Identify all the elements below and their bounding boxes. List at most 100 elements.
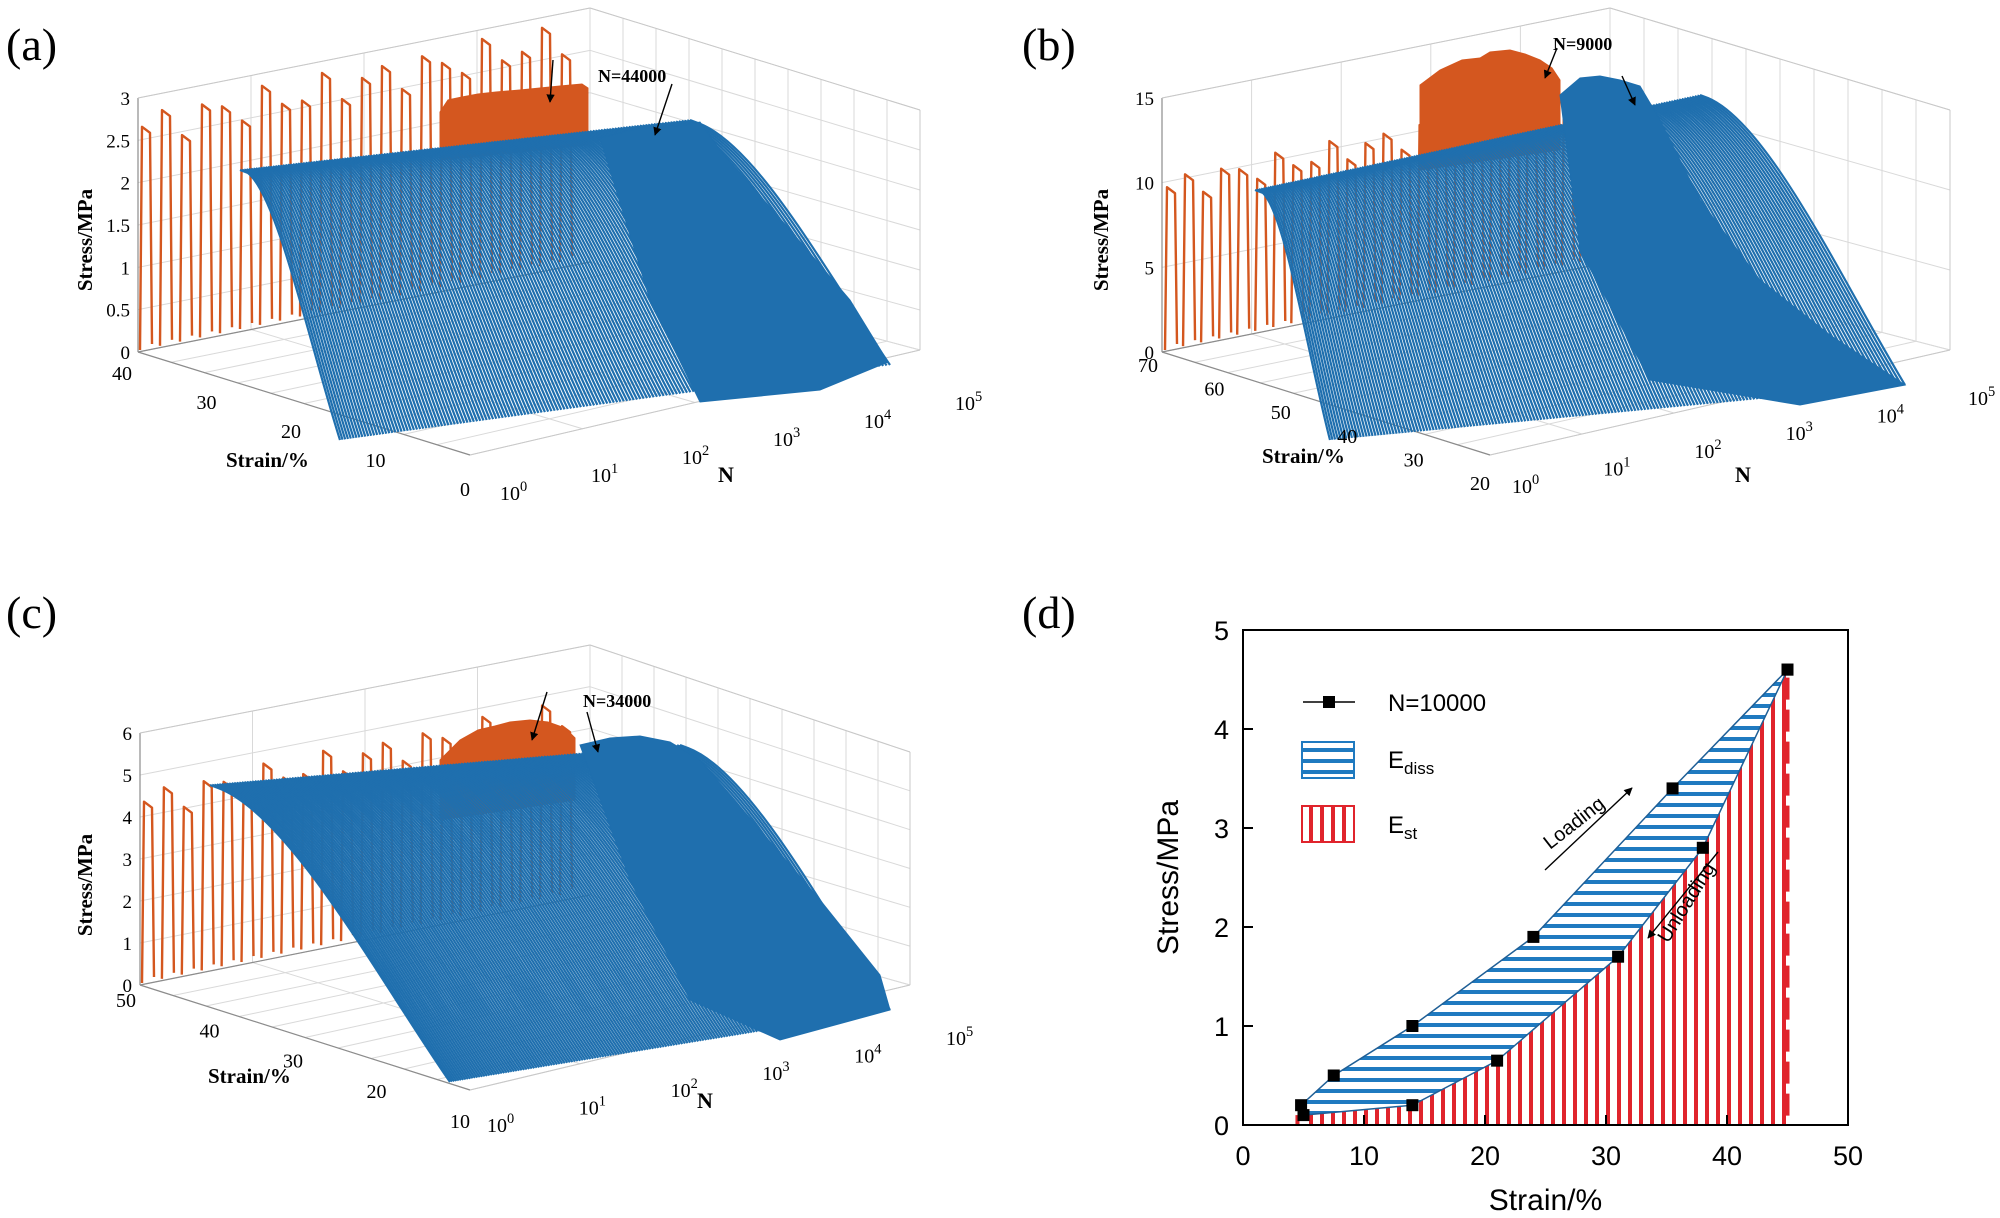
cycle-curve-blue bbox=[376, 769, 608, 1058]
x-tick-label: 103 bbox=[1786, 419, 1813, 445]
cycle-curve-blue bbox=[1308, 177, 1401, 434]
cycle-curve-blue bbox=[354, 771, 587, 1061]
x-axis-title: Strain/% bbox=[1489, 1184, 1602, 1217]
cycle-curve-blue bbox=[520, 137, 685, 394]
cycle-curve-blue bbox=[1265, 186, 1345, 439]
z-axis-title: Stress/MPa bbox=[73, 188, 97, 291]
cycle-curve-blue bbox=[1385, 160, 1501, 425]
cycle-curve-blue bbox=[249, 780, 488, 1077]
cycle-curve-blue bbox=[1287, 181, 1374, 437]
cycle-curve-blue bbox=[1346, 169, 1451, 429]
cycle-curve-blue bbox=[321, 774, 556, 1066]
cycle-curve-blue bbox=[1498, 136, 1647, 411]
loading-point bbox=[1295, 1099, 1308, 1112]
cycle-curve-blue bbox=[1337, 171, 1438, 431]
cycle-curve-blue bbox=[1260, 187, 1339, 440]
cycle-curve-blue bbox=[223, 782, 465, 1081]
z-tick-label: 0 bbox=[1145, 343, 1155, 364]
cycle-curve-blue bbox=[1356, 167, 1463, 428]
cycle-curve-blue bbox=[1485, 139, 1630, 412]
cycle-curve-blue bbox=[1366, 165, 1476, 427]
cycle-curve-blue bbox=[372, 154, 504, 419]
cycle-curve-blue bbox=[365, 770, 597, 1059]
cycle-curve-blue bbox=[1455, 146, 1591, 416]
cycle-curve-blue bbox=[463, 762, 689, 1044]
cycle-curve-blue bbox=[323, 159, 444, 427]
x-tick-label: 100 bbox=[500, 479, 527, 505]
cycle-curve-blue bbox=[439, 146, 586, 408]
cycle-curve-blue bbox=[265, 166, 373, 437]
unloading-point bbox=[1612, 950, 1625, 963]
cycle-curve-blue bbox=[390, 768, 621, 1055]
cycle-curve-blue bbox=[443, 764, 671, 1047]
y-tick-label: 60 bbox=[1204, 379, 1224, 401]
cycle-curve-blue bbox=[338, 157, 463, 424]
cycle-curve-blue bbox=[1428, 151, 1556, 419]
cycle-curve-blue bbox=[1310, 176, 1404, 434]
cycle-curve-blue bbox=[1325, 173, 1423, 432]
cycle-curve-blue bbox=[1301, 178, 1392, 435]
panel-b: (b) 0 5 10 15 70 60 50 40 30 20 100 101 102 103 104 105 S… bbox=[1022, 7, 1995, 498]
cycle-curve-blue bbox=[216, 783, 458, 1082]
cycle-curve-blue bbox=[1473, 142, 1614, 414]
cycle-curve-blue bbox=[435, 764, 663, 1049]
y-tick-label: 0 bbox=[1214, 1111, 1229, 1141]
cycle-curve-blue bbox=[466, 762, 692, 1044]
cycle-curve-blue bbox=[246, 168, 350, 440]
axis-labels: 0 5 10 15 70 60 50 40 30 20 100 101 102 103 104 105 Stre… bbox=[1089, 89, 1995, 498]
cycle-curve-blue bbox=[1403, 157, 1524, 423]
cycle-curves bbox=[1163, 49, 1907, 441]
cycle-curve-blue bbox=[379, 769, 610, 1057]
cycle-curve-blue bbox=[1443, 148, 1575, 418]
cycle-curve-blue bbox=[1478, 141, 1621, 413]
cycle-curve-blue bbox=[526, 137, 692, 393]
y-axis-title: Strain/% bbox=[208, 1064, 291, 1088]
cycle-curve-orange bbox=[1199, 190, 1215, 343]
cycle-curve-blue bbox=[288, 777, 526, 1071]
z-tick-label: 1.5 bbox=[106, 216, 130, 237]
cycle-curve-blue bbox=[326, 774, 561, 1065]
cycle-curve-blue bbox=[1276, 184, 1359, 438]
cycle-curve-blue bbox=[404, 767, 634, 1053]
cycle-curve-blue bbox=[1292, 180, 1380, 436]
cycle-curve-blue bbox=[423, 765, 652, 1050]
cycle-curve-blue bbox=[446, 763, 673, 1047]
cycle-curve-blue bbox=[341, 157, 466, 424]
cycle-curve-blue bbox=[1315, 175, 1410, 433]
cycle-curve-blue bbox=[1294, 180, 1383, 436]
cycle-curve-blue bbox=[421, 765, 649, 1051]
y-tick-label: 2 bbox=[1214, 913, 1229, 943]
cycle-curve-blue bbox=[1420, 153, 1546, 420]
cycle-curve-blue bbox=[297, 162, 412, 431]
cycle-curve-blue bbox=[302, 776, 538, 1069]
cycle-curve-blue bbox=[1354, 167, 1460, 429]
cycle-curve-blue bbox=[362, 155, 491, 420]
cycle-curve-blue bbox=[1488, 139, 1634, 412]
panel-label: (c) bbox=[6, 587, 57, 638]
cycle-curve-blue bbox=[1269, 185, 1351, 439]
cycle-curve-blue bbox=[440, 764, 668, 1048]
cycle-curve-blue bbox=[1405, 156, 1527, 422]
annotation-arrow bbox=[546, 59, 555, 103]
x-axis-title: N bbox=[1735, 462, 1751, 487]
cycle-curve-blue bbox=[272, 778, 511, 1073]
y-tick-label: 1 bbox=[1214, 1012, 1229, 1042]
x-tick-label: 105 bbox=[955, 389, 982, 415]
cycle-curve-blue bbox=[1332, 172, 1432, 431]
cycle-curve-blue bbox=[444, 146, 592, 407]
cycle-curve-orange bbox=[238, 119, 254, 330]
cycle-curve-blue bbox=[1418, 154, 1543, 421]
cycle-curve-blue bbox=[1393, 159, 1511, 424]
cycle-curve-blue bbox=[409, 150, 550, 413]
cycle-curve-blue bbox=[412, 149, 553, 412]
cycle-curve-orange bbox=[180, 805, 196, 975]
z-tick-label: 0.5 bbox=[106, 301, 130, 322]
cycle-curve-blue bbox=[1383, 161, 1498, 425]
cycle-curve-blue bbox=[292, 163, 406, 432]
cycle-curve-blue bbox=[507, 139, 668, 396]
cycle-curve-blue bbox=[469, 143, 622, 403]
cycle-curve-blue bbox=[218, 783, 460, 1082]
y-axis-title: Stress/MPa bbox=[1152, 800, 1185, 955]
cycle-curve-blue bbox=[1262, 187, 1342, 440]
